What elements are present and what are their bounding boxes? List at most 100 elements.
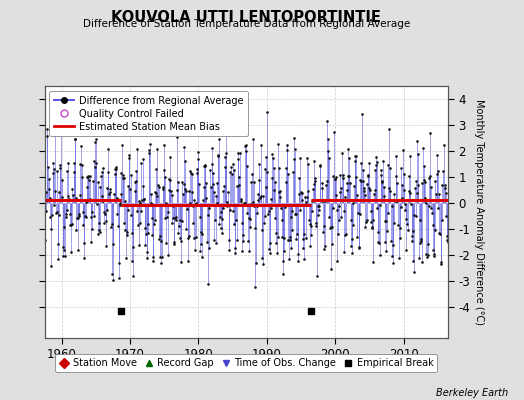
- Point: [99, 198, 107, 204]
- Point: [444, 239, 452, 246]
- Point: [132, 178, 140, 184]
- Point: [169, 215, 178, 221]
- Point: [118, 172, 127, 178]
- Point: [152, 190, 160, 196]
- Point: [42, 189, 50, 196]
- Text: Berkeley Earth: Berkeley Earth: [436, 388, 508, 398]
- Point: [225, 207, 234, 214]
- Point: [130, 178, 139, 185]
- Point: [156, 254, 165, 260]
- Point: [422, 200, 431, 206]
- Point: [425, 130, 434, 136]
- Point: [187, 170, 195, 176]
- Point: [334, 216, 343, 223]
- Point: [176, 234, 184, 241]
- Point: [217, 216, 226, 222]
- Point: [66, 222, 74, 229]
- Point: [430, 251, 438, 257]
- Point: [234, 150, 243, 156]
- Point: [159, 184, 167, 190]
- Point: [443, 233, 451, 239]
- Point: [215, 136, 223, 142]
- Point: [236, 198, 245, 204]
- Point: [47, 262, 55, 269]
- Point: [424, 202, 433, 209]
- Point: [434, 204, 443, 211]
- Point: [259, 260, 267, 267]
- Point: [155, 236, 163, 243]
- Point: [400, 206, 409, 213]
- Point: [103, 185, 111, 192]
- Point: [91, 139, 100, 146]
- Point: [185, 188, 193, 194]
- Point: [230, 166, 238, 173]
- Point: [373, 205, 381, 211]
- Point: [89, 178, 97, 184]
- Point: [347, 236, 356, 242]
- Point: [200, 163, 209, 169]
- Point: [329, 204, 337, 211]
- Point: [392, 180, 401, 186]
- Point: [243, 210, 252, 216]
- Point: [320, 246, 328, 252]
- Point: [86, 196, 94, 202]
- Point: [262, 154, 270, 160]
- Point: [300, 231, 308, 237]
- Point: [361, 224, 369, 230]
- Point: [384, 162, 392, 168]
- Point: [346, 216, 355, 223]
- Point: [127, 211, 135, 218]
- Point: [379, 184, 388, 190]
- Point: [388, 253, 396, 259]
- Point: [64, 192, 73, 199]
- Point: [429, 222, 437, 228]
- Point: [309, 186, 317, 192]
- Point: [112, 166, 121, 172]
- Point: [58, 177, 66, 184]
- Point: [169, 203, 177, 209]
- Point: [354, 244, 363, 250]
- Point: [228, 161, 237, 168]
- Point: [354, 210, 362, 216]
- Point: [231, 250, 239, 256]
- Point: [278, 217, 287, 224]
- Point: [62, 214, 70, 221]
- Point: [77, 160, 85, 167]
- Point: [416, 240, 424, 246]
- Point: [272, 230, 280, 237]
- Point: [331, 176, 339, 182]
- Point: [67, 222, 75, 228]
- Point: [53, 256, 62, 262]
- Point: [190, 196, 199, 203]
- Point: [393, 198, 401, 204]
- Point: [59, 244, 67, 250]
- Point: [397, 165, 406, 172]
- Point: [185, 200, 194, 207]
- Point: [324, 136, 333, 142]
- Point: [409, 258, 417, 264]
- Point: [54, 212, 63, 218]
- Point: [381, 247, 390, 254]
- Point: [287, 214, 296, 220]
- Point: [77, 143, 85, 150]
- Point: [413, 190, 421, 196]
- Point: [333, 257, 342, 264]
- Point: [165, 186, 173, 193]
- Point: [111, 165, 119, 172]
- Point: [134, 222, 142, 228]
- Point: [255, 176, 263, 183]
- Point: [264, 210, 272, 217]
- Point: [194, 156, 203, 162]
- Point: [131, 188, 139, 194]
- Point: [316, 163, 324, 169]
- Point: [204, 244, 213, 251]
- Point: [170, 238, 178, 245]
- Point: [292, 210, 300, 217]
- Point: [47, 226, 56, 232]
- Point: [266, 240, 274, 247]
- Point: [303, 160, 312, 167]
- Point: [412, 178, 420, 184]
- Point: [318, 179, 326, 186]
- Point: [111, 171, 119, 177]
- Point: [95, 229, 104, 236]
